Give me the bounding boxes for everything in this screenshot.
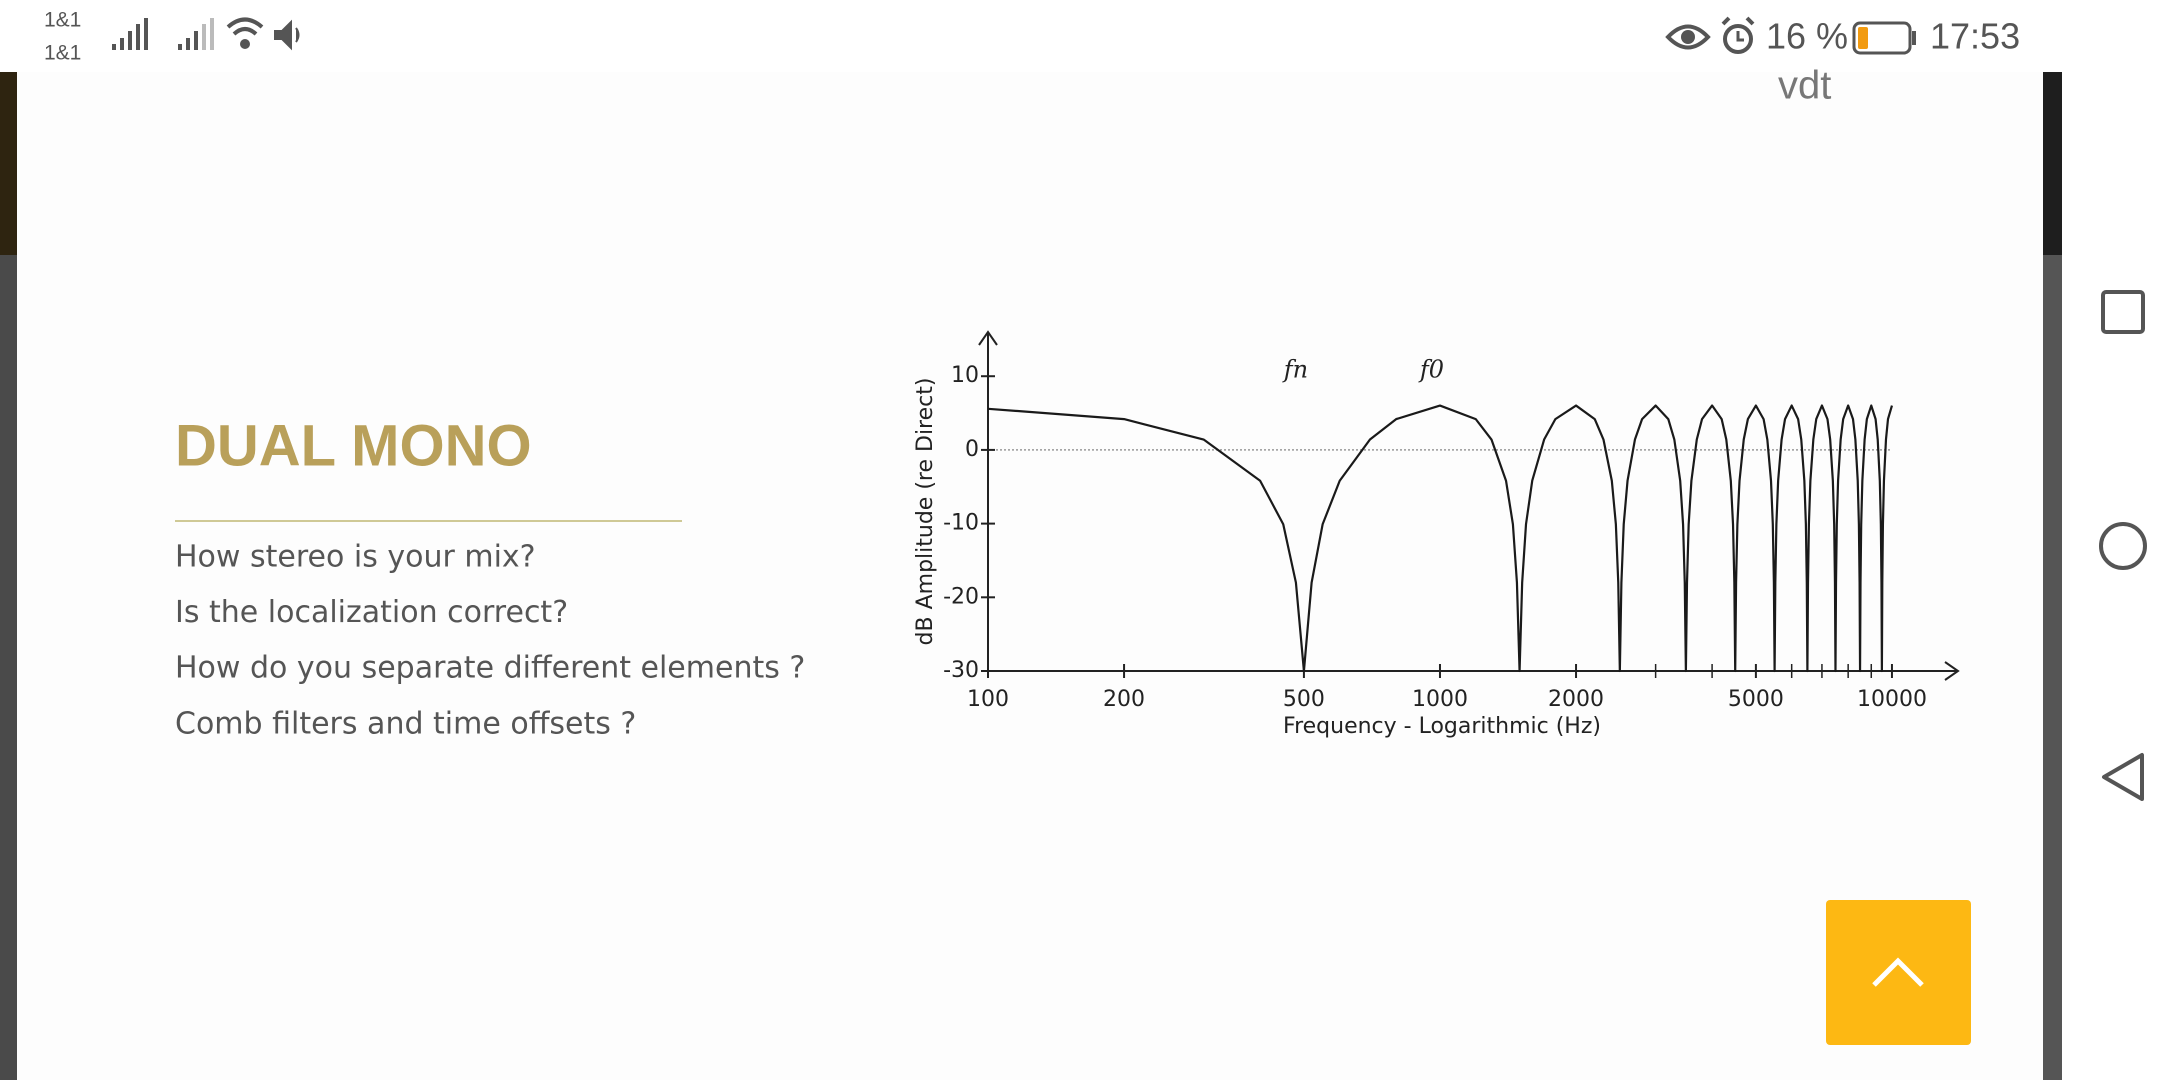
slide-title: DUAL MONO (175, 413, 532, 478)
battery-icon (1852, 21, 1916, 55)
signal-icon-2 (178, 18, 214, 50)
x-axis (988, 661, 1960, 681)
bullet-item: How stereo is your mix? (175, 540, 536, 575)
annotation: f0 (1418, 356, 1444, 384)
clock: 17:53 (1930, 16, 2020, 57)
y-tick-label: -30 (943, 658, 979, 683)
site-logo[interactable]: vdt (1778, 64, 1831, 108)
bullet-list: How stereo is your mix? Is the localizati… (175, 540, 805, 742)
right-edge-top (2043, 72, 2062, 255)
x-tick-label: 200 (1103, 687, 1145, 712)
y-tick-label: 10 (951, 363, 979, 388)
response-curve (987, 404, 1894, 673)
home-button[interactable] (2099, 522, 2147, 570)
battery-text: 16 % (1766, 16, 1848, 57)
signal-icon (112, 18, 148, 50)
wifi-icon (226, 17, 264, 49)
x-tick-label: 2000 (1548, 687, 1604, 712)
left-edge (0, 255, 17, 1080)
bullet-item: Is the localization correct? (175, 595, 568, 630)
left-edge-top (0, 72, 17, 255)
carrier: 1&1 (44, 9, 81, 32)
chevron-up-icon (1872, 957, 1924, 987)
x-tick-label: 100 (967, 687, 1009, 712)
x-tick-label: 10000 (1857, 687, 1927, 712)
recent-apps-button[interactable] (2101, 290, 2145, 334)
x-tick-label: 500 (1283, 687, 1325, 712)
eye-icon (1665, 24, 1711, 50)
carrier: 1&1 (44, 42, 81, 65)
x-tick-label: 1000 (1412, 687, 1468, 712)
right-edge (2043, 255, 2062, 1080)
x-tick-label: 5000 (1728, 687, 1784, 712)
volume-icon (274, 19, 300, 51)
y-axis (978, 330, 998, 671)
annotation: fn (1282, 356, 1308, 384)
web-page (0, 72, 2062, 1080)
bullet-item: How do you separate different elements ? (175, 651, 805, 686)
bullet-item: Comb filters and time offsets ? (175, 706, 636, 741)
x-axis-title: Frequency - Logarithmic (Hz) (1283, 714, 1601, 739)
y-axis-title: dB Amplitude (re Direct) (913, 378, 938, 646)
y-tick-label: 0 (965, 437, 979, 462)
y-tick-label: -10 (943, 511, 979, 536)
scroll-top-button[interactable] (1826, 900, 1971, 1045)
alarm-icon (1721, 16, 1755, 54)
y-tick-label: -20 (943, 584, 979, 609)
back-button[interactable] (2102, 753, 2144, 801)
